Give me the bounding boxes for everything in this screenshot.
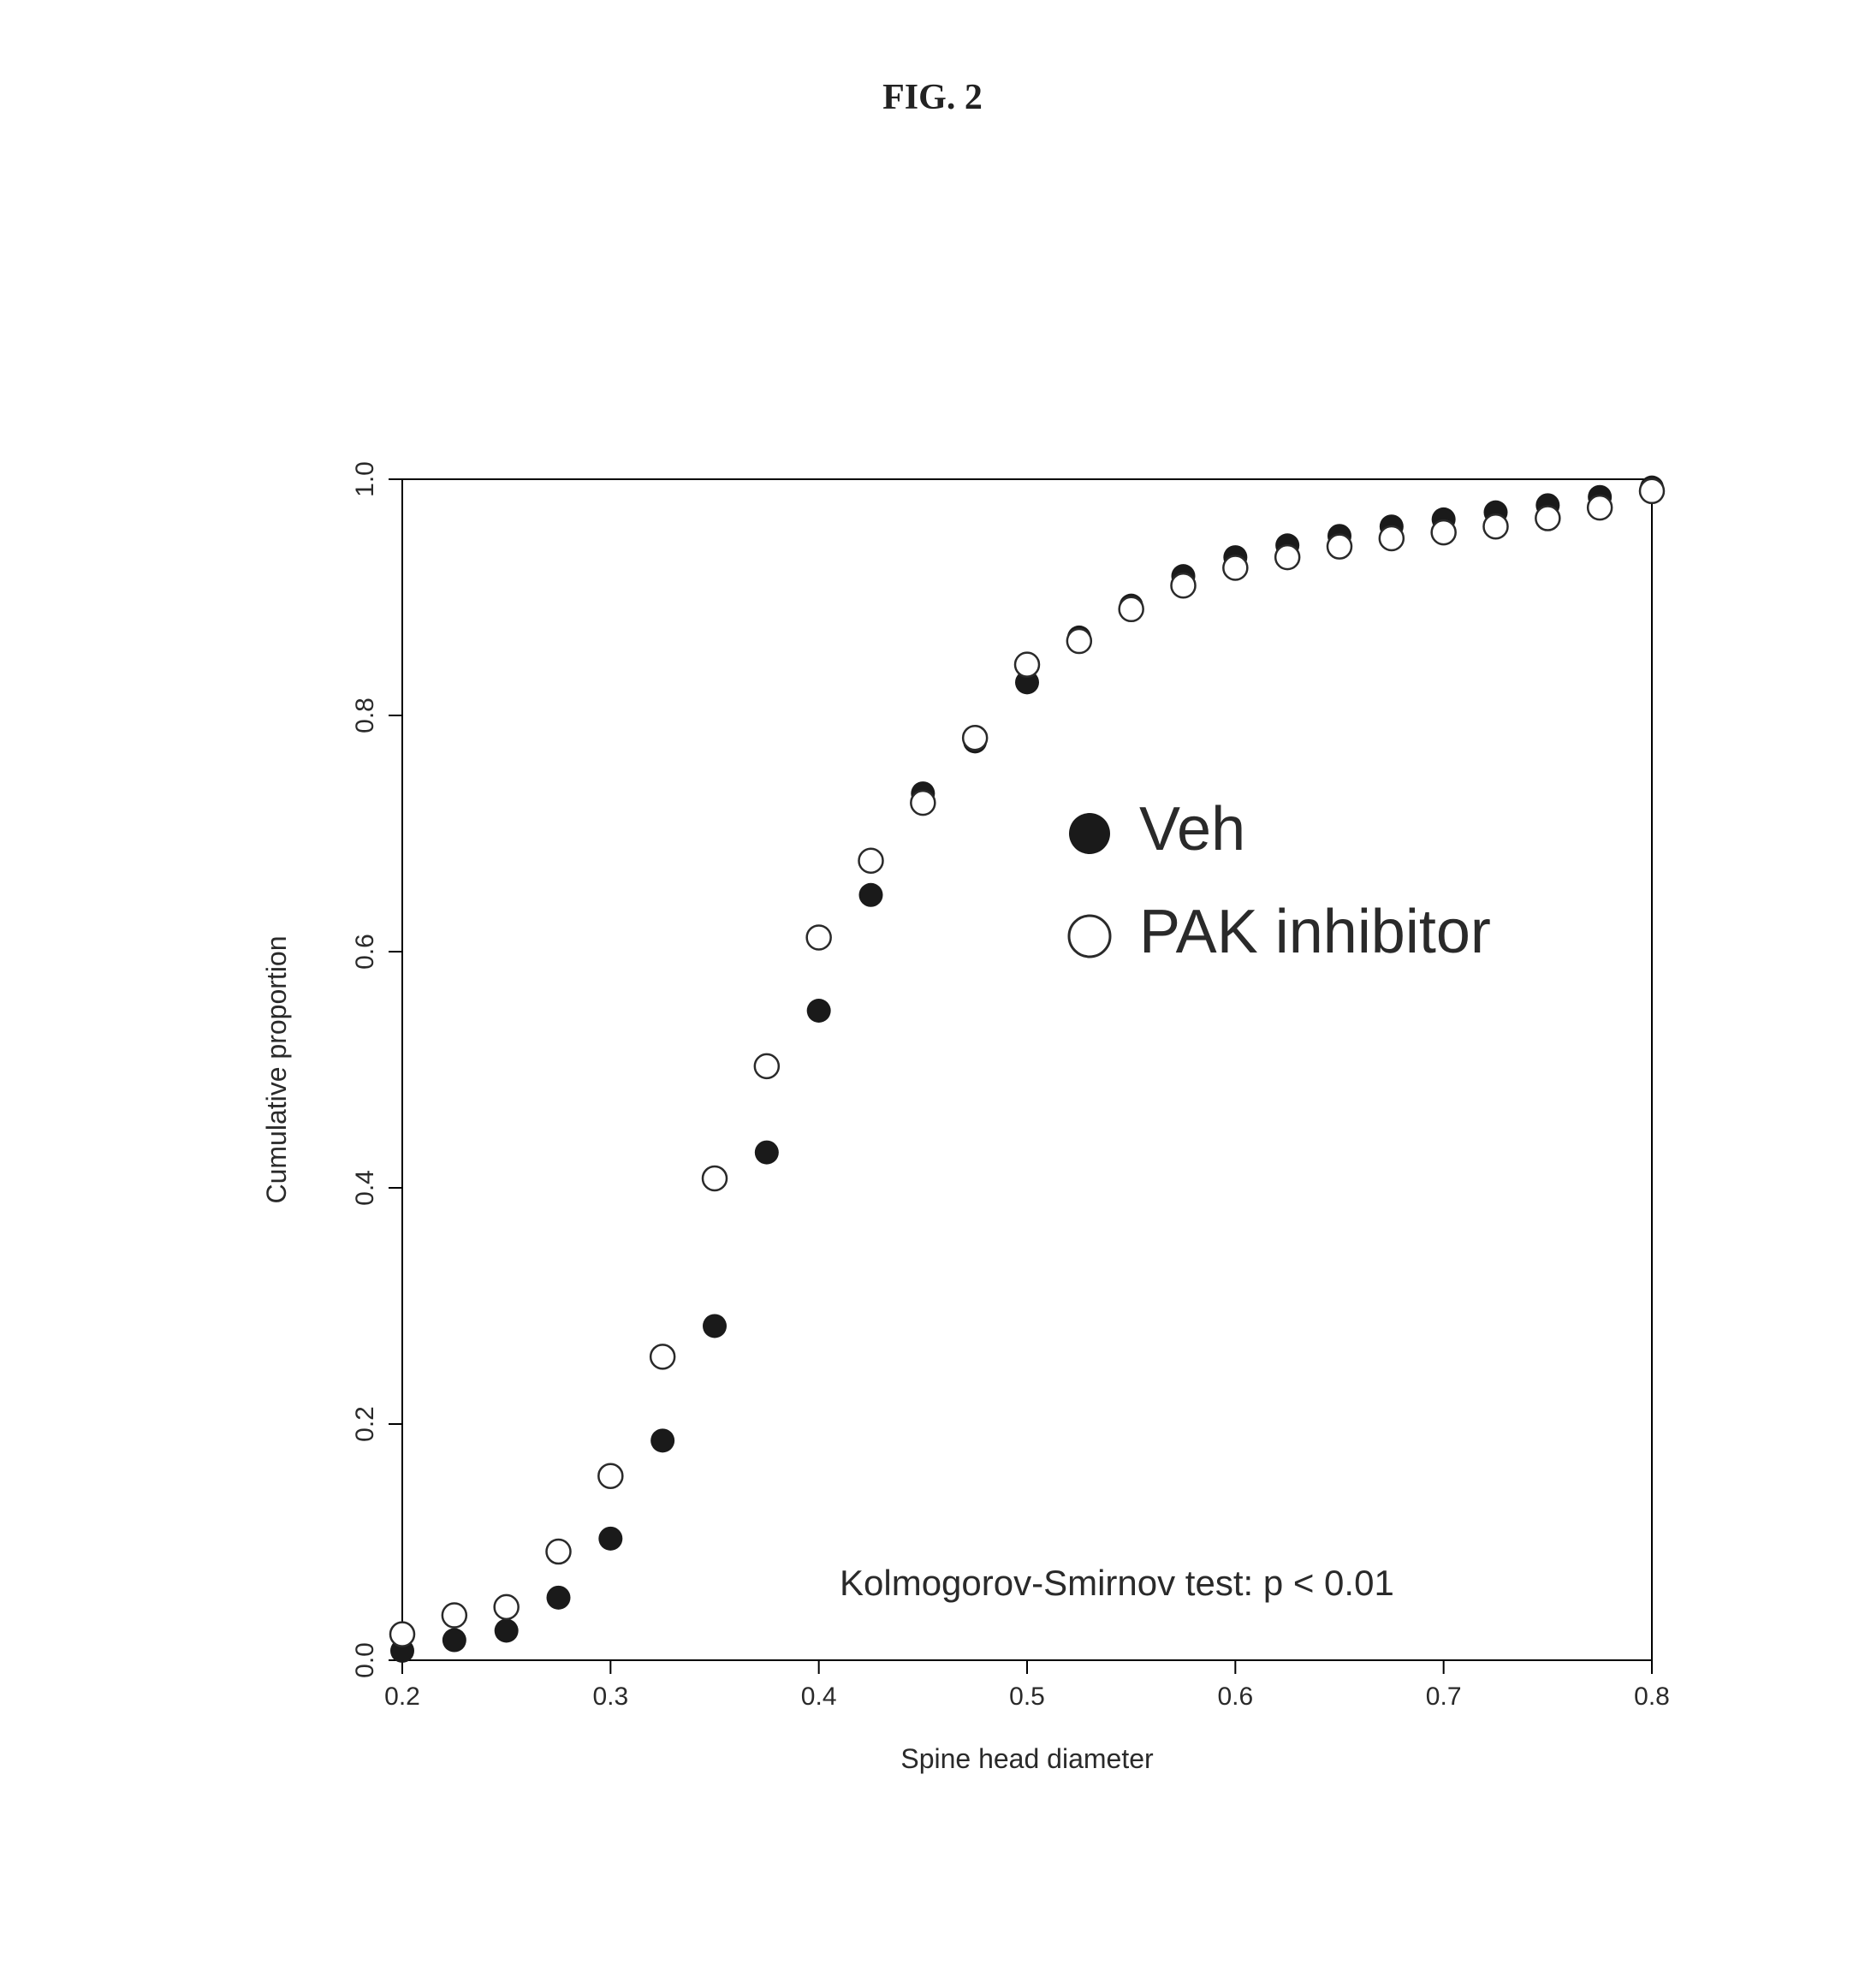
legend-label: Veh (1139, 795, 1245, 863)
data-point (1172, 573, 1196, 597)
data-point (1484, 514, 1508, 538)
data-point (1380, 526, 1404, 550)
data-point (859, 883, 883, 907)
x-tick-label: 0.3 (592, 1682, 628, 1711)
data-point (650, 1428, 674, 1452)
y-tick-label: 0.2 (351, 1406, 379, 1442)
figure-title: FIG. 2 (0, 77, 1865, 118)
x-tick-label: 0.6 (1217, 1682, 1253, 1711)
x-tick-label: 0.4 (801, 1682, 837, 1711)
data-point (1015, 653, 1039, 677)
y-tick-label: 0.4 (351, 1170, 379, 1206)
x-tick-label: 0.7 (1426, 1682, 1462, 1711)
data-point (495, 1595, 519, 1619)
data-point (390, 1623, 414, 1647)
data-point (547, 1540, 571, 1564)
data-point (1067, 629, 1091, 653)
data-point (1327, 535, 1351, 559)
x-axis-title: Spine head diameter (900, 1743, 1154, 1774)
page: FIG. 2 0.20.30.40.50.60.70.80.00.20.40.6… (0, 0, 1865, 1988)
x-tick-label: 0.8 (1634, 1682, 1670, 1711)
chart-container: 0.20.30.40.50.60.70.80.00.20.40.60.81.0S… (180, 445, 1686, 1849)
y-tick-label: 0.6 (351, 934, 379, 970)
y-tick-label: 1.0 (351, 461, 379, 497)
cdf-chart: 0.20.30.40.50.60.70.80.00.20.40.60.81.0S… (180, 445, 1686, 1849)
data-point (807, 999, 831, 1023)
data-point (598, 1464, 622, 1488)
data-point (547, 1586, 571, 1610)
data-point (911, 791, 935, 815)
data-point (1120, 597, 1143, 621)
data-point (1588, 496, 1612, 519)
x-tick-label: 0.2 (384, 1682, 420, 1711)
legend-marker (1069, 916, 1110, 957)
data-point (495, 1619, 519, 1643)
data-point (1223, 556, 1247, 580)
data-point (807, 925, 831, 949)
y-tick-label: 0.8 (351, 697, 379, 733)
x-tick-label: 0.5 (1009, 1682, 1045, 1711)
data-point (1275, 545, 1299, 569)
data-point (442, 1629, 466, 1653)
data-point (1432, 520, 1456, 544)
data-point (859, 849, 883, 873)
legend-label: PAK inhibitor (1139, 898, 1491, 966)
y-axis-title: Cumulative proportion (261, 935, 292, 1203)
data-point (703, 1166, 727, 1190)
data-point (755, 1141, 779, 1165)
y-tick-label: 0.0 (351, 1642, 379, 1678)
data-point (703, 1314, 727, 1338)
data-point (650, 1344, 674, 1368)
data-point (442, 1604, 466, 1628)
data-point (963, 726, 987, 750)
data-point (598, 1527, 622, 1551)
data-point (1535, 507, 1559, 531)
stat-annotation: Kolmogorov-Smirnov test: p < 0.01 (840, 1563, 1394, 1603)
series-pak-inhibitor (390, 479, 1664, 1647)
legend-marker (1069, 813, 1110, 854)
data-point (1640, 479, 1664, 503)
data-point (755, 1054, 779, 1078)
